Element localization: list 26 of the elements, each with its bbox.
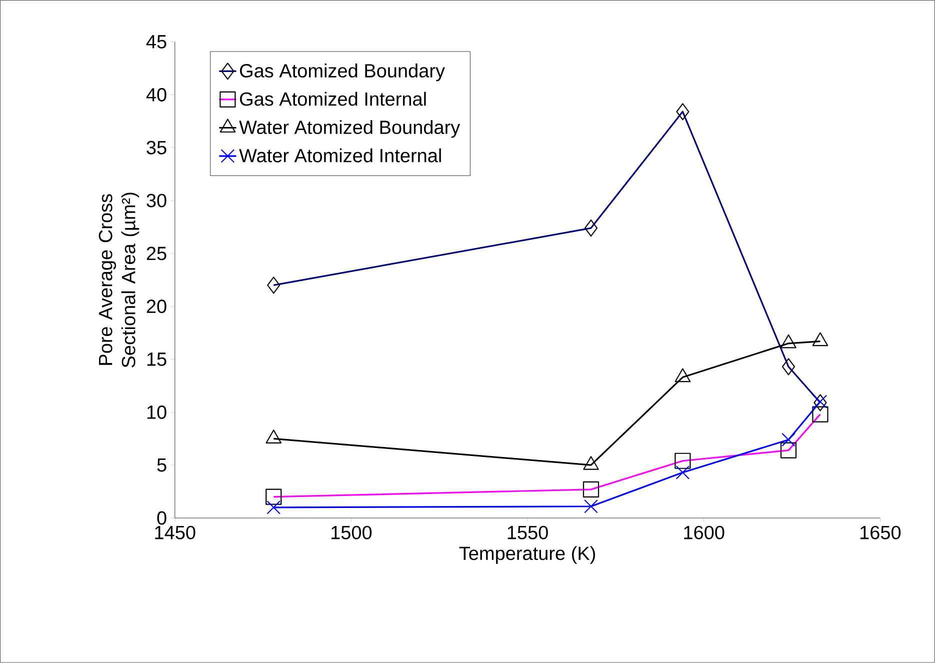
- point: [813, 394, 828, 409]
- y-tick-label: 45: [146, 35, 166, 49]
- y-tick-label: 30: [146, 194, 166, 208]
- y-tick-label: 25: [146, 246, 166, 260]
- y-tick-label: 40: [146, 88, 166, 102]
- y-tick-label: 20: [146, 300, 166, 314]
- y-tick-label: 0: [157, 511, 166, 525]
- y-tick-label: 10: [147, 406, 166, 419]
- x-tick-label: 1500: [332, 526, 372, 540]
- point: [676, 466, 690, 480]
- y-tick-label: 35: [146, 140, 166, 154]
- legend-label: Water Atomized Boundary: [239, 120, 460, 138]
- y-axis-title: Pore Average Cross Sectional Area (µm²): [98, 192, 140, 368]
- legend-label: Water Atomized Internal: [239, 148, 441, 162]
- x-axis-title: Temperature (K): [459, 546, 595, 564]
- point: [266, 500, 281, 514]
- y-tick-label: 5: [157, 458, 166, 472]
- point: [782, 432, 796, 447]
- x-tick-label: 1650: [860, 526, 901, 540]
- point: [584, 500, 598, 514]
- x-tick-label: 1600: [684, 526, 724, 540]
- x-tick-label: 1550: [508, 526, 548, 540]
- legend-label: Gas Atomized Internal: [240, 92, 426, 106]
- legend-label: Gas Atomized Boundary: [240, 64, 445, 82]
- x-tick-label: 1450: [155, 526, 196, 540]
- y-tick-label: 15: [147, 352, 166, 366]
